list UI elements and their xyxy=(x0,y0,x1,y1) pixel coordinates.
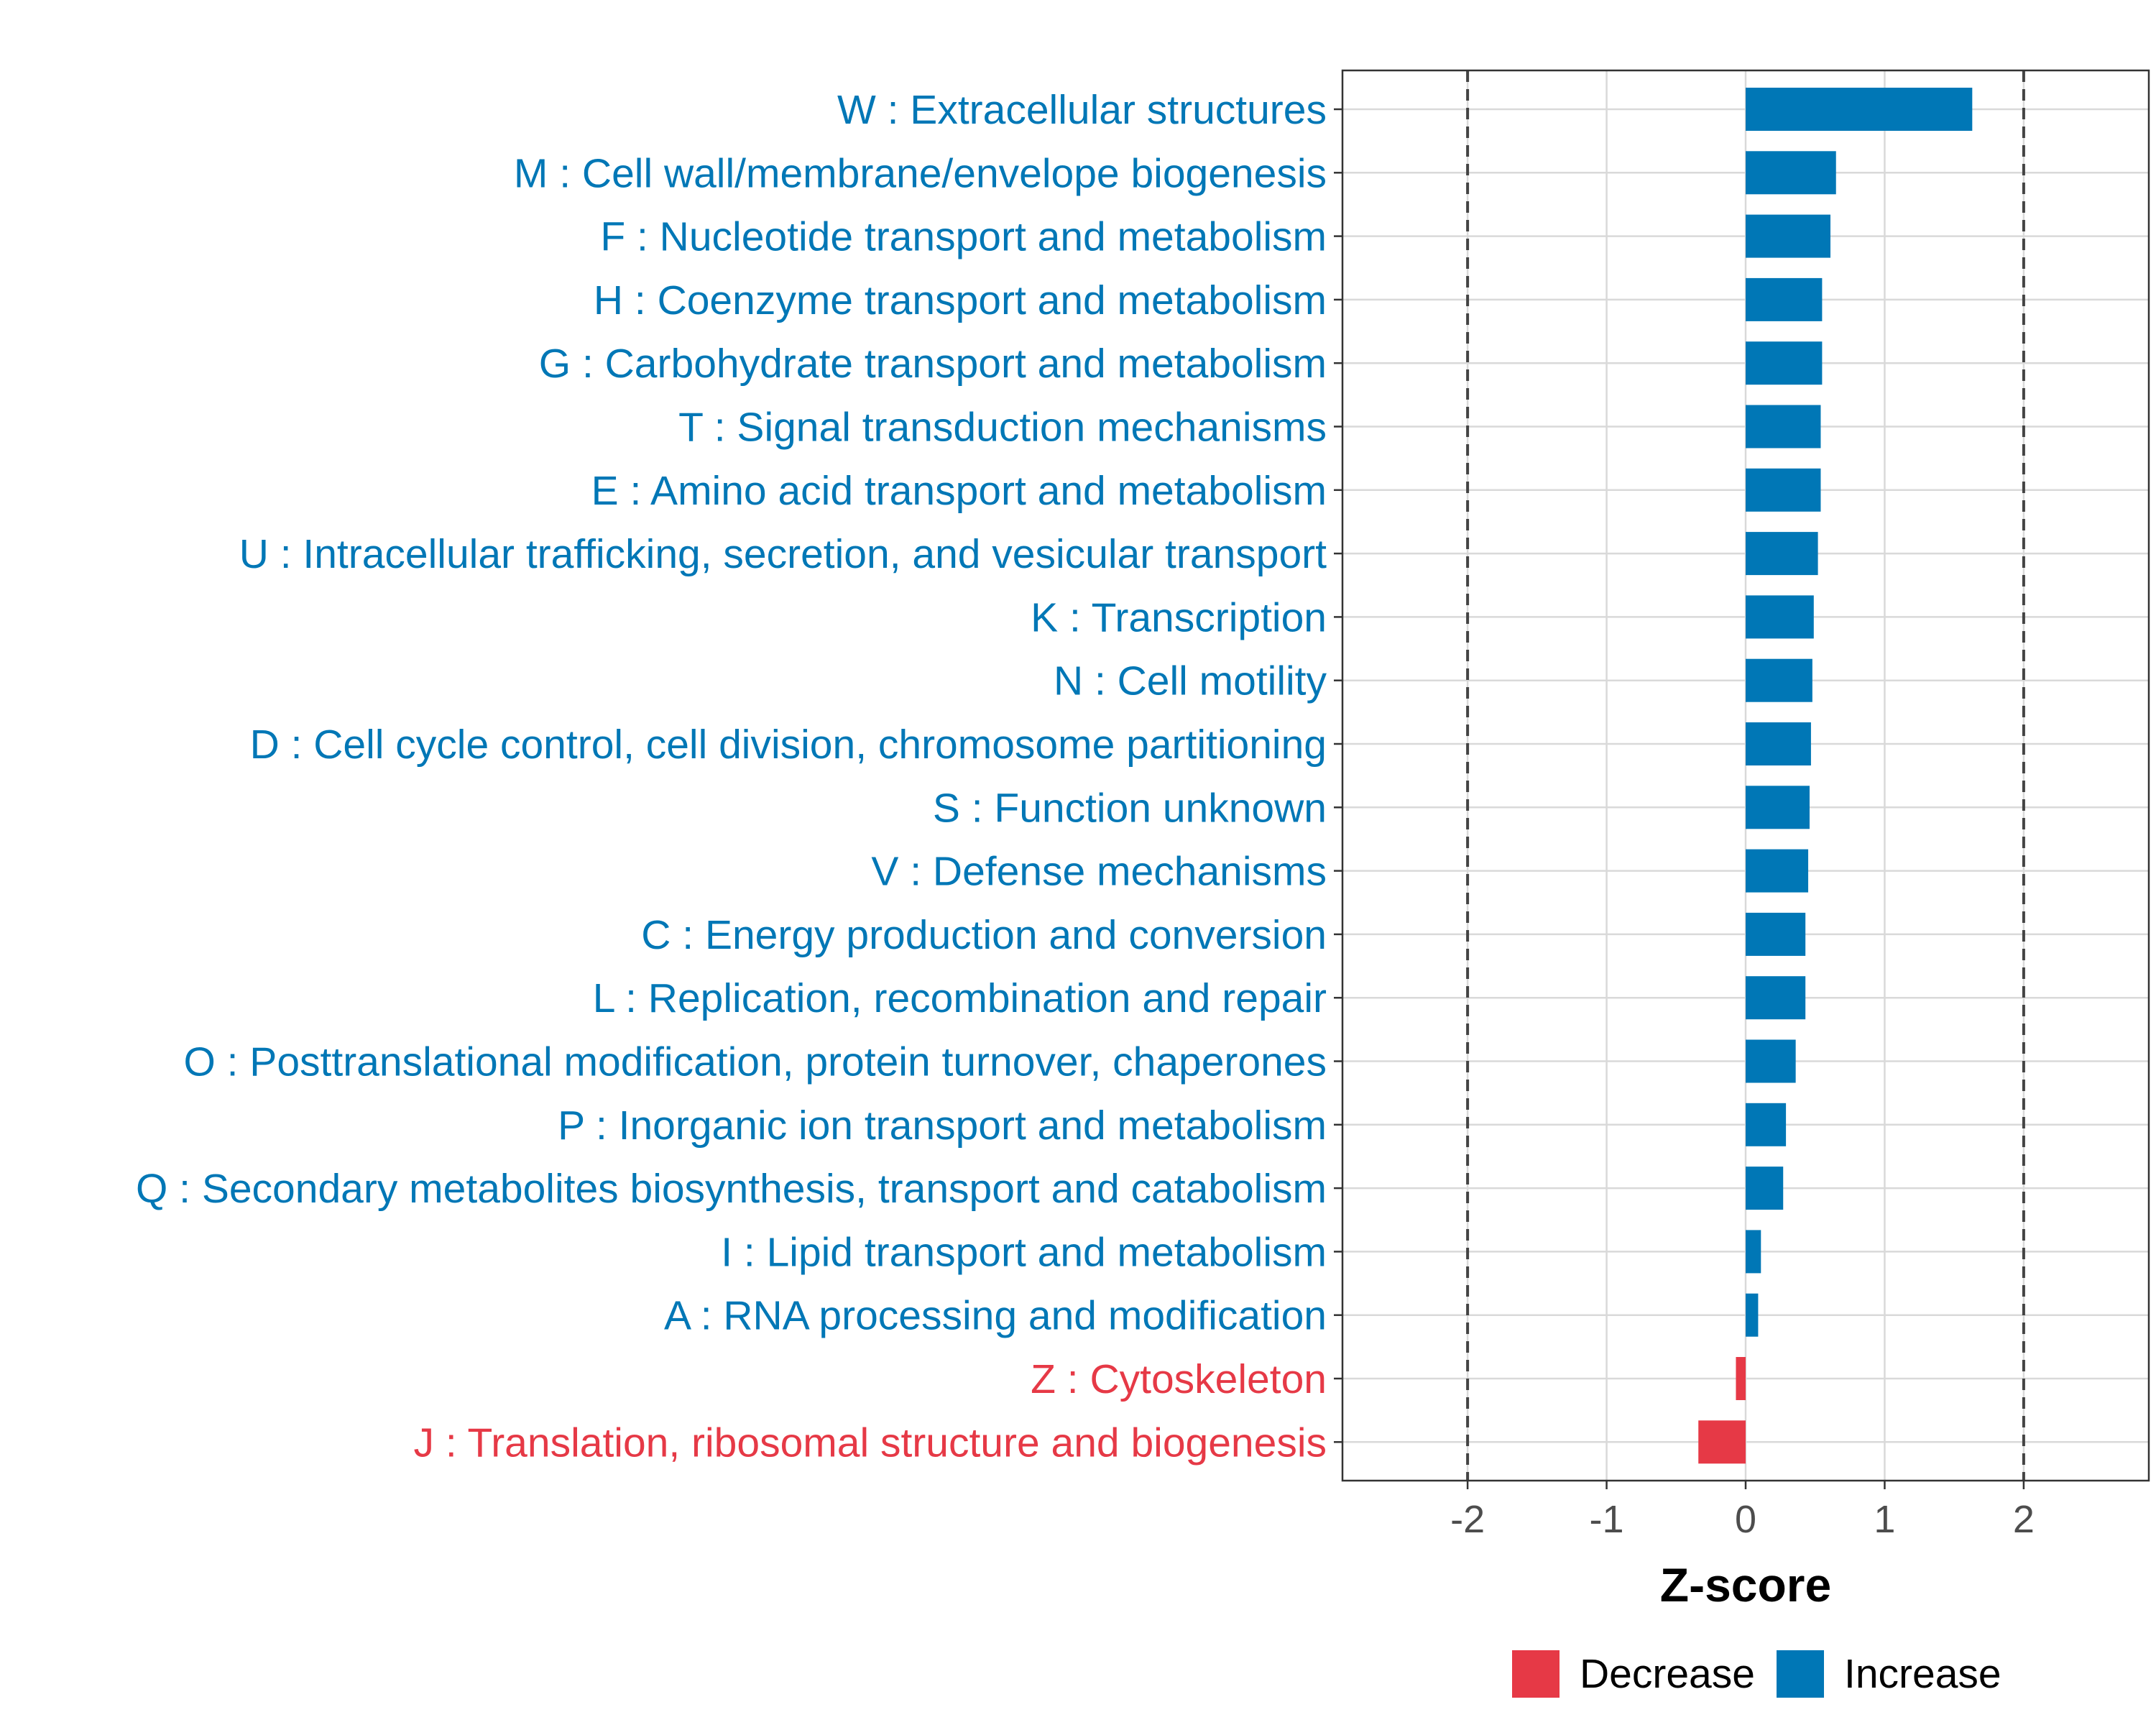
bar xyxy=(1746,341,1823,385)
category-label: O : Posttranslational modification, prot… xyxy=(183,1039,1327,1085)
x-tick-label: 1 xyxy=(1874,1498,1895,1541)
bar xyxy=(1746,786,1810,829)
category-label: G : Carbohydrate transport and metabolis… xyxy=(539,341,1327,387)
category-label: E : Amino acid transport and metabolism xyxy=(591,468,1327,514)
bar xyxy=(1746,1167,1784,1210)
x-tick-label: -2 xyxy=(1450,1498,1485,1541)
bar xyxy=(1746,849,1809,893)
bar xyxy=(1746,532,1818,576)
category-label: V : Defense mechanisms xyxy=(871,849,1327,895)
x-axis-ticks xyxy=(1466,1481,2025,1489)
bar xyxy=(1746,1293,1759,1337)
bar xyxy=(1746,595,1814,639)
category-label: U : Intracellular trafficking, secretion… xyxy=(239,531,1327,577)
category-label: H : Coenzyme transport and metabolism xyxy=(594,277,1327,323)
category-labels: W : Extracellular structures M : Cell wal… xyxy=(136,87,1327,1466)
bar xyxy=(1746,88,1973,131)
bar xyxy=(1746,912,1806,956)
bar xyxy=(1736,1357,1746,1400)
category-label: Q : Secondary metabolites biosynthesis, … xyxy=(136,1166,1327,1212)
x-axis-title: Z-score xyxy=(1660,1558,1831,1611)
legend-swatch xyxy=(1777,1650,1824,1698)
category-label: L : Replication, recombination and repai… xyxy=(593,975,1327,1021)
legend: Decrease Increase xyxy=(1512,1650,2001,1698)
bar xyxy=(1746,151,1836,195)
x-tick-label: -1 xyxy=(1590,1498,1624,1541)
legend-swatch xyxy=(1512,1650,1560,1698)
category-label: M : Cell wall/membrane/envelope biogenes… xyxy=(514,150,1327,196)
y-axis-ticks xyxy=(1334,108,1342,1443)
bar xyxy=(1746,658,1812,702)
category-label: K : Transcription xyxy=(1031,594,1327,640)
category-label: W : Extracellular structures xyxy=(837,87,1327,133)
bar xyxy=(1746,722,1811,765)
bar xyxy=(1746,1039,1796,1083)
category-label: A : RNA processing and modification xyxy=(664,1293,1327,1339)
bar xyxy=(1746,1103,1787,1146)
legend-label: Decrease xyxy=(1580,1651,1755,1697)
category-label: T : Signal transduction mechanisms xyxy=(678,405,1327,451)
bar xyxy=(1698,1420,1746,1464)
bars xyxy=(1698,88,1973,1464)
bar xyxy=(1746,468,1821,512)
bar xyxy=(1746,214,1831,258)
bar xyxy=(1746,976,1806,1020)
category-label: J : Translation, ribosomal structure and… xyxy=(414,1420,1327,1466)
category-label: C : Energy production and conversion xyxy=(641,912,1327,958)
bar xyxy=(1746,277,1823,321)
category-label: N : Cell motility xyxy=(1054,658,1327,704)
category-label: I : Lipid transport and metabolism xyxy=(721,1229,1327,1275)
bar xyxy=(1746,405,1821,448)
bar xyxy=(1746,1230,1761,1274)
category-label: S : Function unknown xyxy=(933,785,1327,831)
x-tick-label: 2 xyxy=(2013,1498,2035,1541)
x-tick-label: 0 xyxy=(1735,1498,1756,1541)
x-tick-labels: -2 -1 0 1 2 xyxy=(1450,1498,2035,1541)
category-label: F : Nucleotide transport and metabolism xyxy=(600,214,1327,260)
category-label: P : Inorganic ion transport and metaboli… xyxy=(558,1103,1327,1149)
reference-lines xyxy=(1466,70,2025,1481)
legend-label: Increase xyxy=(1844,1651,2001,1697)
category-label: Z : Cytoskeleton xyxy=(1031,1356,1327,1402)
category-label: D : Cell cycle control, cell division, c… xyxy=(250,722,1327,768)
